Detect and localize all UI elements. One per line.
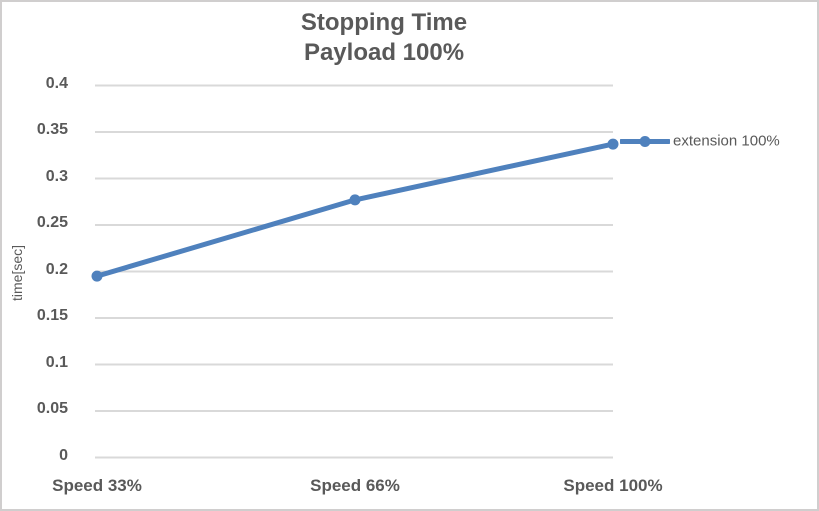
y-tick-label: 0.25 [36, 214, 68, 231]
y-tick-label: 0 [59, 446, 68, 464]
data-point-marker [349, 194, 361, 206]
series-line [94, 141, 616, 279]
x-axis-label: Speed 100% [563, 476, 663, 495]
chart-title: Stopping Time Payload 100% [301, 8, 467, 68]
legend-line-marker-icon [620, 135, 670, 147]
chart-title-line2: Payload 100% [303, 39, 465, 66]
y-tick-label: 0.05 [36, 400, 68, 417]
y-tick-label: 0.35 [36, 121, 68, 138]
y-axis-tick-labels: 0 0.05 0.1 0.15 0.2 0.25 0.3 0.35 0.4 [2, 2, 68, 509]
legend-label: extension 100% [673, 132, 780, 150]
x-axis-label: Speed 66% [310, 476, 400, 495]
data-point-marker [91, 270, 103, 282]
x-axis-label: Speed 33% [52, 476, 142, 495]
legend: extension 100% [620, 133, 780, 150]
chart-title-line1: Stopping Time [300, 9, 468, 36]
y-tick-label: 0.2 [45, 260, 68, 278]
x-axis-labels: Speed 33% Speed 66% Speed 100% [2, 476, 817, 504]
y-tick-label: 0.4 [45, 74, 68, 92]
y-tick-label: 0.3 [45, 167, 68, 185]
data-point-marker [607, 138, 619, 150]
y-tick-label: 0.15 [36, 307, 68, 324]
y-tick-label: 0.1 [45, 353, 68, 371]
